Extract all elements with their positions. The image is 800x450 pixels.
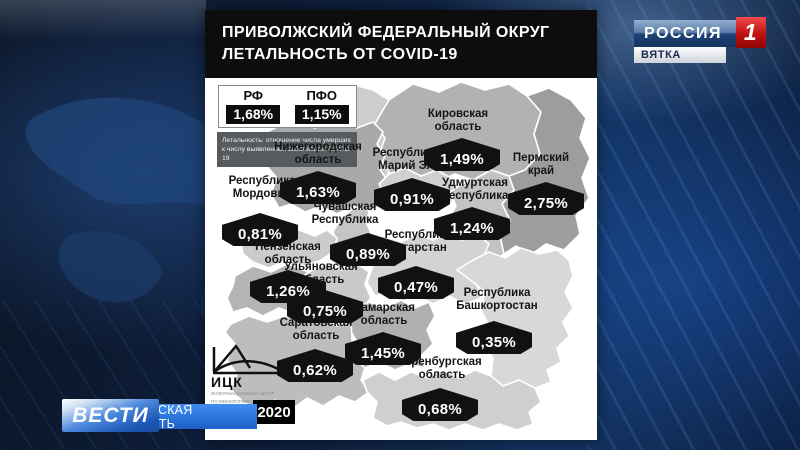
map-shape-samara [348,299,436,371]
legend-item-pfo: ПФО 1,15% [294,88,349,124]
source-logo: ИЦК ИНФОРМАЦИОННЫЙ ЦЕНТР ПО МОНИТОРИНГУ … [208,339,308,404]
legend-label-rf: РФ [243,88,264,103]
note-line-1: Летальность: отношение числа умерших [222,137,352,144]
definition-note: Летальность: отношение числа умерших к ч… [217,132,357,167]
legend-item-rf: РФ 1,68% [226,88,281,124]
legend-value-pfo: 1,15% [294,105,349,124]
vesti-logo: ВЕСТИ [62,399,159,432]
title-line-2: ЛЕТАЛЬНОСТЬ ОТ COVID-19 [222,46,458,63]
year-stamp: 2020 [253,400,295,424]
note-line-2: к числу выявленных заболевших COVID-19 [222,146,353,162]
channel-name: РОССИЯ [644,24,723,42]
channel-region-bar: ВЯТКА [634,47,726,63]
channel-name-bar: РОССИЯ 1 [634,17,766,48]
background-top-glow [0,0,206,40]
legend-value-rf: 1,68% [226,105,281,124]
infographic-panel: ПРИВОЛЖСКИЙ ФЕДЕРАЛЬНЫЙ ОКРУГ ЛЕТАЛЬНОСТ… [205,10,597,440]
district-map: РФ 1,68% ПФО 1,15% Летальность: отношени… [205,78,597,440]
map-shape-mordovia [240,229,338,269]
map-shape-mariel [378,167,458,209]
background-light-streaks [588,0,800,450]
map-shape-kirov [374,81,542,183]
icc-curves-icon [212,344,281,375]
infographic-title: ПРИВОЛЖСКИЙ ФЕДЕРАЛЬНЫЙ ОКРУГ ЛЕТАЛЬНОСТ… [205,10,597,78]
icc-abbr: ИЦК [211,374,243,390]
channel-one-icon: 1 [736,17,766,48]
legend-label-pfo: ПФО [306,88,338,103]
map-shape-bashkir [456,247,574,389]
legend-box: РФ 1,68% ПФО 1,15% [218,85,357,128]
channel-logo: РОССИЯ 1 ВЯТКА [634,17,766,63]
map-shape-penza [226,263,310,317]
title-line-1: ПРИВОЛЖСКИЙ ФЕДЕРАЛЬНЫЙ ОКРУГ [222,24,550,41]
icc-caption-2: ПО МОНИТОРИНГУ КОРОНАВИРУСА [211,398,292,404]
icc-caption-1: ИНФОРМАЦИОННЫЙ ЦЕНТР [211,391,275,396]
